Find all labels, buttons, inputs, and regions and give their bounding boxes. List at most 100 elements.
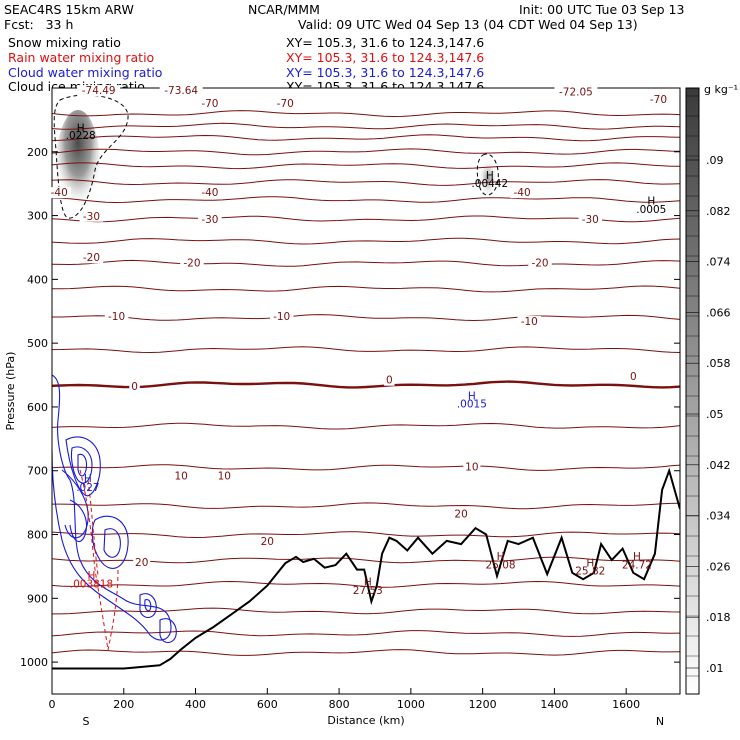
contour-label-bg bbox=[510, 187, 534, 199]
contour-label-bg bbox=[269, 310, 294, 322]
extremum-label: H bbox=[486, 170, 494, 182]
isotherm bbox=[52, 196, 680, 204]
extremum-label: H bbox=[586, 557, 594, 569]
init-time: Init: 00 UTC Tue 03 Sep 13 bbox=[519, 2, 685, 17]
extremum-label: 25.82 bbox=[575, 566, 605, 578]
isotherm bbox=[52, 556, 680, 564]
x-tick-label: 0 bbox=[49, 698, 56, 711]
y-tick-label: 600 bbox=[27, 401, 48, 414]
isotherm bbox=[52, 630, 680, 637]
contour-labels: -40 -40 -40 -30 -30 -30 -20 -20 -20 -10 -10 -10 0 0 0 1… bbox=[47, 85, 671, 569]
model-name: SEAC4RS 15km ARW bbox=[4, 2, 134, 17]
contour-label-bg bbox=[129, 381, 140, 393]
contour-label: -30 bbox=[83, 211, 100, 223]
isotherm bbox=[52, 215, 680, 223]
colorbar-tick-label: .066 bbox=[706, 306, 731, 319]
contour-label-bg bbox=[180, 257, 204, 269]
x-tick-label: 200 bbox=[113, 698, 134, 711]
x-tick-label: 1600 bbox=[612, 698, 640, 711]
field-label-snow: Snow mixing ratio bbox=[8, 35, 121, 50]
x-tick-label: 1000 bbox=[397, 698, 425, 711]
contour-label-bg bbox=[554, 86, 598, 98]
isotherm bbox=[52, 122, 680, 130]
colorbar-tick-label: .034 bbox=[706, 510, 731, 523]
extremum-label: 24.72 bbox=[622, 559, 652, 571]
y-axis-title: Pressure (hPa) bbox=[4, 352, 17, 431]
cloud-ice-contour bbox=[53, 94, 129, 219]
x-axis-title: Distance (km) bbox=[327, 714, 404, 727]
contour-label-bg bbox=[528, 257, 552, 269]
extrema-labels: H.00442H.0228H.0005H.0015H.027H.003818H2… bbox=[66, 122, 667, 596]
isotherm bbox=[52, 649, 680, 656]
y-tick-label: 500 bbox=[27, 337, 48, 350]
contour-label: -30 bbox=[201, 214, 218, 226]
contour-label-bg bbox=[273, 97, 298, 109]
contour-label: -73.64 bbox=[164, 85, 198, 97]
extremum-label: H bbox=[77, 122, 85, 134]
contour-label: -74.49 bbox=[82, 85, 116, 97]
plot-area bbox=[52, 88, 680, 694]
isotherm bbox=[52, 285, 680, 293]
extremum-label: H bbox=[364, 577, 372, 589]
extremum-label: H bbox=[497, 551, 505, 563]
contour-label-bg bbox=[79, 210, 104, 222]
contour-label: -70 bbox=[201, 98, 218, 110]
contour-label-bg bbox=[159, 85, 203, 97]
y-tick-label: 1000 bbox=[20, 656, 48, 669]
colorbar-tick-label: .058 bbox=[706, 357, 731, 370]
colorbar-tick-label: .026 bbox=[706, 560, 731, 573]
isotherm-lines bbox=[52, 110, 680, 656]
isotherm bbox=[52, 148, 680, 156]
extremum-label: .027 bbox=[76, 482, 99, 494]
isotherm bbox=[52, 259, 680, 267]
isotherm bbox=[52, 134, 680, 142]
contour-label-bg bbox=[133, 557, 151, 569]
isotherm bbox=[52, 607, 680, 615]
terrain-profile bbox=[52, 467, 680, 670]
colorbar-tick-label: .09 bbox=[706, 154, 724, 167]
contour-label: -40 bbox=[51, 187, 68, 199]
snow-shading-small bbox=[478, 158, 498, 198]
isotherm bbox=[52, 580, 680, 588]
extremum-label: .0228 bbox=[66, 130, 96, 142]
extremum-label: .00442 bbox=[471, 178, 508, 190]
isotherm bbox=[52, 422, 680, 430]
isotherm bbox=[52, 346, 680, 354]
y-tick-label: 900 bbox=[27, 592, 48, 605]
contour-label: -70 bbox=[277, 98, 294, 110]
cloud-water-contours bbox=[52, 374, 177, 644]
x-axis-right-end: N bbox=[656, 715, 664, 728]
contour-label: 0 bbox=[131, 381, 138, 393]
y-tick-label: 300 bbox=[27, 210, 48, 223]
colorbar-unit: g kg⁻¹ bbox=[704, 83, 738, 96]
colorbar bbox=[685, 87, 700, 695]
contour-label-bg bbox=[452, 508, 470, 520]
contour-label: 10 bbox=[175, 470, 188, 482]
extremum-label: .003818 bbox=[70, 578, 113, 590]
extremum-label: H bbox=[468, 390, 476, 402]
y-tick-label: 700 bbox=[27, 465, 48, 478]
contour-label: -70 bbox=[650, 94, 667, 106]
x-tick-label: 1200 bbox=[469, 698, 497, 711]
contour-label-bg bbox=[258, 536, 276, 548]
contour-label-bg bbox=[198, 187, 222, 199]
contour-label-bg bbox=[517, 316, 542, 328]
contour-label: -20 bbox=[531, 257, 548, 269]
organization: NCAR/MMM bbox=[248, 2, 320, 17]
isotherm bbox=[52, 162, 680, 170]
contour-label: 20 bbox=[454, 509, 467, 521]
colorbar-tick-label: .01 bbox=[706, 662, 724, 675]
isotherm bbox=[52, 179, 680, 186]
contour-label-bg bbox=[384, 374, 395, 386]
y-tick-label: 800 bbox=[27, 529, 48, 542]
field-xy-snow: XY= 105.3, 31.6 to 124.3,147.6 bbox=[286, 35, 485, 50]
colorbar-tick-label: .082 bbox=[706, 205, 731, 218]
contour-label-bg bbox=[79, 252, 104, 264]
field-xy-rain: XY= 105.3, 31.6 to 124.3,147.6 bbox=[286, 50, 485, 65]
extremum-label: 27.53 bbox=[353, 585, 383, 597]
cloud-ice-contour-2 bbox=[476, 153, 499, 196]
contour-label: -40 bbox=[514, 187, 531, 199]
colorbar-ticks: .01 .018 .026 .034 .042 .05 .058 .066 .074 .082 .0… bbox=[686, 95, 731, 677]
colorbar-tick-label: .042 bbox=[706, 459, 731, 472]
